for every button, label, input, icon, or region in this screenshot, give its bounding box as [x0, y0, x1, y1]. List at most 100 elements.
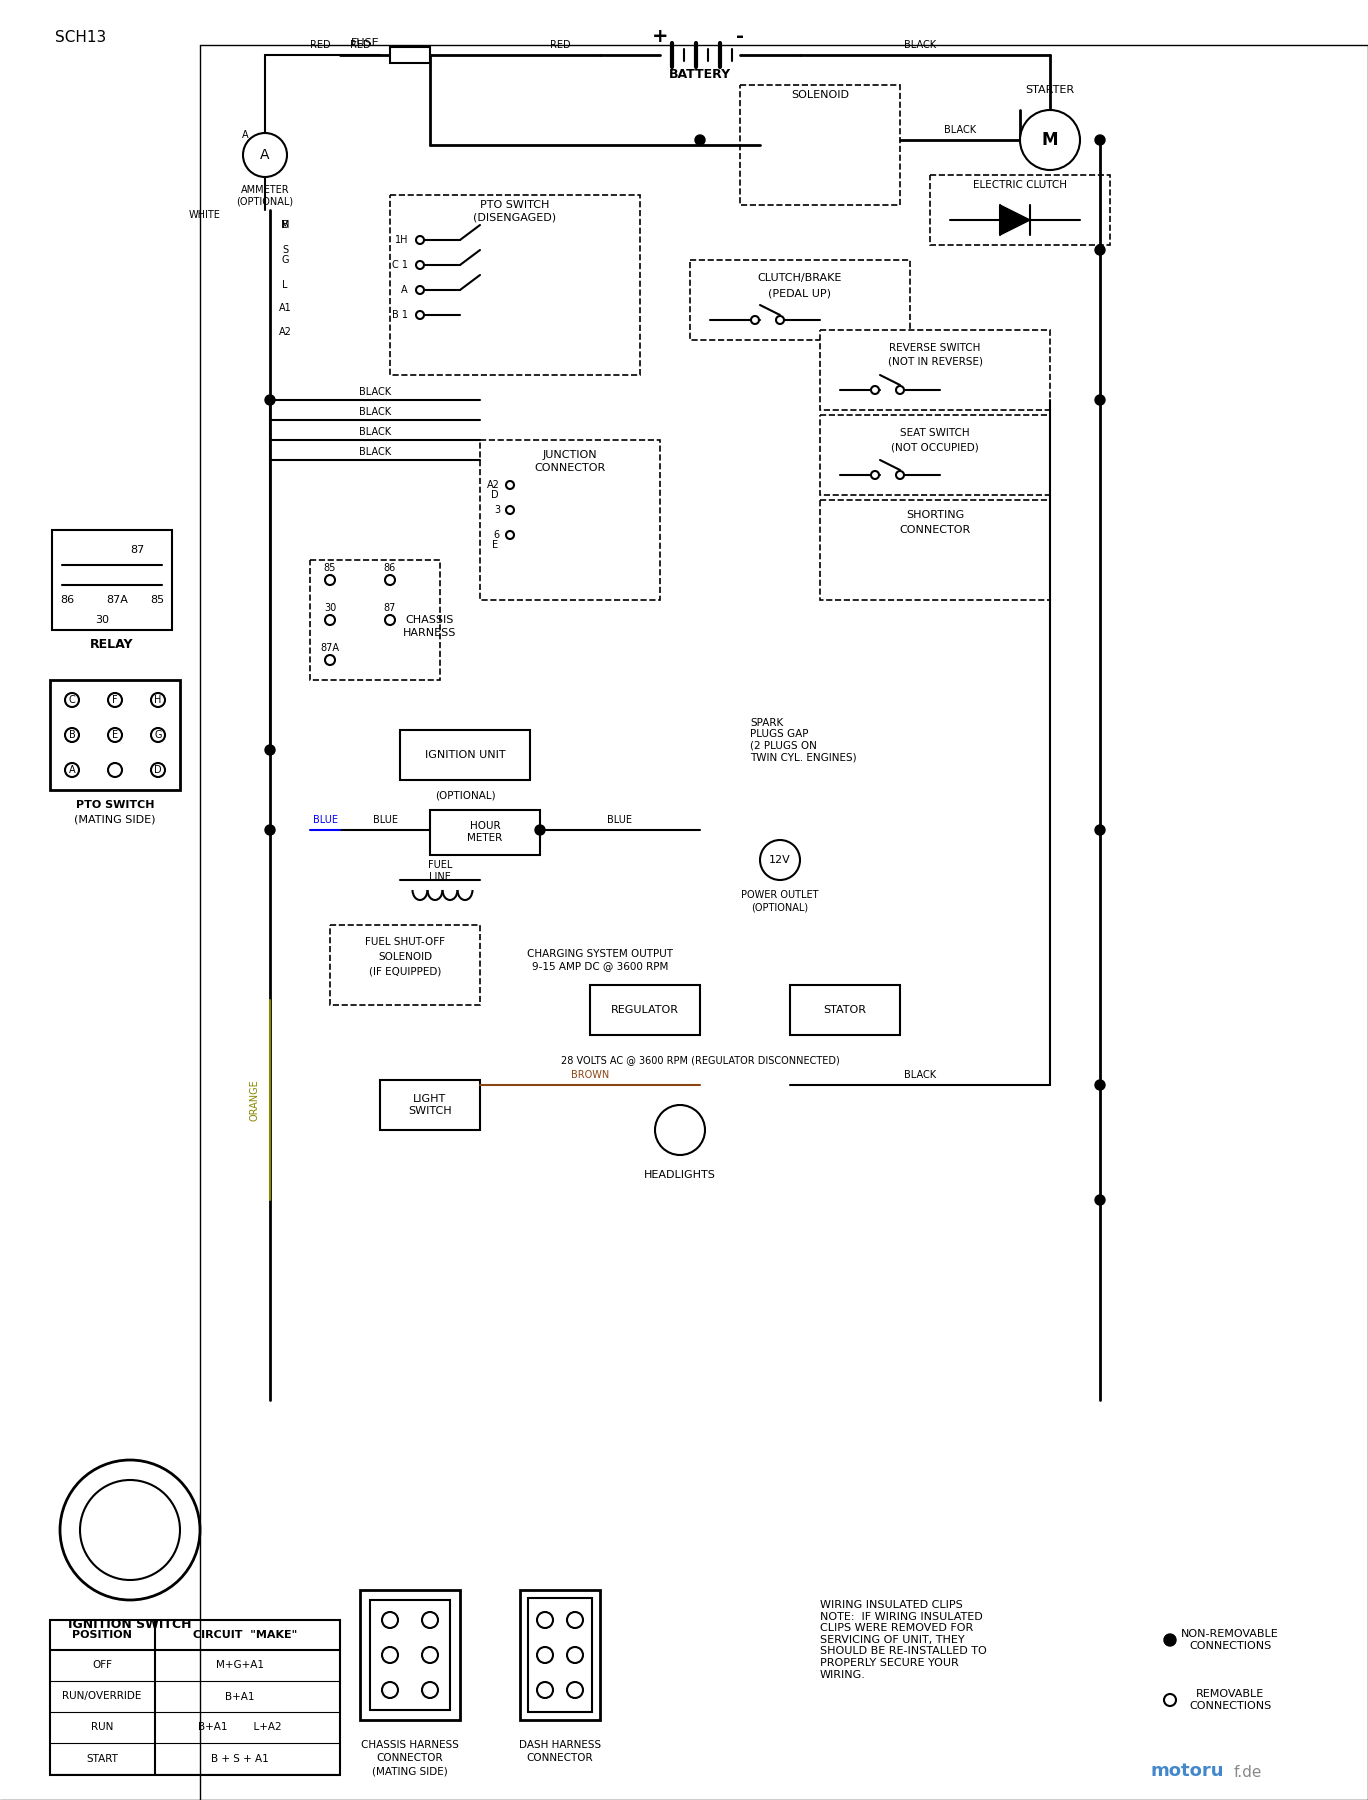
- Bar: [390, 194, 640, 374]
- Circle shape: [751, 317, 759, 324]
- Text: WHITE: WHITE: [189, 211, 222, 220]
- Text: BLACK: BLACK: [358, 446, 391, 457]
- Text: NON-REMOVABLE
CONNECTIONS: NON-REMOVABLE CONNECTIONS: [1181, 1629, 1279, 1651]
- Text: 30: 30: [324, 603, 337, 614]
- Text: 85: 85: [324, 563, 337, 572]
- Text: PTO SWITCH: PTO SWITCH: [480, 200, 550, 211]
- Text: CONNECTOR: CONNECTOR: [376, 1753, 443, 1762]
- Text: JUNCTION: JUNCTION: [543, 450, 598, 461]
- Text: RED: RED: [550, 40, 570, 50]
- Circle shape: [1094, 824, 1105, 835]
- Circle shape: [871, 472, 880, 479]
- Circle shape: [761, 841, 800, 880]
- Text: (NOT OCCUPIED): (NOT OCCUPIED): [891, 443, 979, 452]
- Text: S: S: [157, 1543, 164, 1552]
- Text: D₂: D₂: [384, 1651, 395, 1660]
- Text: 6: 6: [494, 529, 499, 540]
- Text: M+G+A1: M+G+A1: [216, 1660, 264, 1670]
- Text: B+A1: B+A1: [226, 1692, 254, 1701]
- Circle shape: [1164, 1634, 1176, 1645]
- Text: STARTER: STARTER: [1026, 85, 1074, 95]
- Circle shape: [421, 1647, 438, 1663]
- Circle shape: [326, 655, 335, 664]
- Text: SOLENOID: SOLENOID: [378, 952, 432, 961]
- Text: f.de: f.de: [1234, 1766, 1263, 1780]
- Circle shape: [150, 727, 166, 742]
- Circle shape: [382, 1681, 398, 1697]
- Text: BLACK: BLACK: [358, 407, 391, 418]
- Circle shape: [265, 394, 275, 405]
- Bar: [430, 810, 540, 855]
- Text: O₄: O₄: [424, 1685, 436, 1696]
- Text: B: B: [156, 1508, 164, 1517]
- Bar: [480, 439, 659, 599]
- Circle shape: [506, 506, 514, 515]
- Circle shape: [416, 236, 424, 245]
- Text: CHARGING SYSTEM OUTPUT
9-15 AMP DC @ 3600 RPM: CHARGING SYSTEM OUTPUT 9-15 AMP DC @ 360…: [527, 949, 673, 970]
- Bar: [330, 925, 480, 1004]
- Bar: [369, 1600, 450, 1710]
- Circle shape: [108, 693, 122, 707]
- Text: REMOVABLE
CONNECTIONS: REMOVABLE CONNECTIONS: [1189, 1688, 1271, 1710]
- Text: 1: 1: [572, 1685, 579, 1696]
- Circle shape: [79, 1480, 181, 1580]
- Text: REGULATOR: REGULATOR: [611, 1004, 679, 1015]
- Text: WIRING INSULATED CLIPS
NOTE:  IF WIRING INSULATED
CLIPS WERE REMOVED FOR
SERVICI: WIRING INSULATED CLIPS NOTE: IF WIRING I…: [819, 1600, 986, 1679]
- Bar: [590, 985, 700, 1035]
- Text: M: M: [280, 220, 289, 230]
- Text: BROWN: BROWN: [570, 1069, 609, 1080]
- Text: G: G: [155, 731, 161, 740]
- Bar: [52, 529, 172, 630]
- Text: 86: 86: [384, 563, 397, 572]
- Circle shape: [695, 135, 705, 146]
- Bar: [380, 1080, 480, 1130]
- Bar: [819, 500, 1051, 599]
- Text: B: B: [68, 731, 75, 740]
- Text: F: F: [112, 695, 118, 706]
- Text: DASH HARNESS: DASH HARNESS: [518, 1741, 601, 1750]
- Circle shape: [382, 1613, 398, 1627]
- Circle shape: [871, 385, 880, 394]
- Text: CLUTCH/BRAKE: CLUTCH/BRAKE: [758, 274, 843, 283]
- Text: CHASSIS HARNESS: CHASSIS HARNESS: [361, 1741, 458, 1750]
- Text: PTO SWITCH: PTO SWITCH: [75, 799, 155, 810]
- Bar: [819, 416, 1051, 495]
- Bar: [689, 259, 910, 340]
- Text: B 1: B 1: [393, 310, 408, 320]
- Polygon shape: [1000, 205, 1030, 236]
- Circle shape: [538, 1613, 553, 1627]
- Text: (MATING SIDE): (MATING SIDE): [74, 815, 156, 824]
- Text: OFF: OFF: [92, 1660, 112, 1670]
- Text: D₁: D₁: [384, 1685, 395, 1696]
- Circle shape: [326, 574, 335, 585]
- Text: Q₂: Q₂: [539, 1651, 551, 1660]
- Text: 87: 87: [130, 545, 144, 554]
- Text: (MATING SIDE): (MATING SIDE): [372, 1766, 447, 1777]
- Circle shape: [535, 824, 544, 835]
- Text: BLUE: BLUE: [312, 815, 338, 824]
- Text: BLACK: BLACK: [904, 40, 936, 50]
- Bar: [819, 329, 1051, 410]
- Text: A: A: [260, 148, 269, 162]
- Circle shape: [1094, 1195, 1105, 1204]
- Text: +: +: [651, 27, 668, 47]
- Text: 28 VOLTS AC @ 3600 RPM (REGULATOR DISCONNECTED): 28 VOLTS AC @ 3600 RPM (REGULATOR DISCON…: [561, 1055, 840, 1066]
- Text: RUN: RUN: [90, 1723, 114, 1732]
- Text: BLUE: BLUE: [372, 815, 398, 824]
- Circle shape: [108, 763, 122, 778]
- Text: SEAT SWITCH: SEAT SWITCH: [900, 428, 970, 437]
- Circle shape: [506, 481, 514, 490]
- Circle shape: [326, 616, 335, 625]
- Circle shape: [108, 727, 122, 742]
- Text: ORANGE: ORANGE: [250, 1080, 260, 1121]
- Bar: [740, 85, 900, 205]
- Circle shape: [66, 763, 79, 778]
- Text: G: G: [96, 1543, 104, 1552]
- Text: 1H: 1H: [394, 236, 408, 245]
- Text: 12V: 12V: [769, 855, 791, 866]
- Text: O₆: O₆: [424, 1615, 436, 1625]
- Text: H: H: [155, 695, 161, 706]
- Text: POWER OUTLET: POWER OUTLET: [741, 889, 819, 900]
- Text: B+A1        L+A2: B+A1 L+A2: [198, 1723, 282, 1732]
- Circle shape: [1094, 135, 1105, 146]
